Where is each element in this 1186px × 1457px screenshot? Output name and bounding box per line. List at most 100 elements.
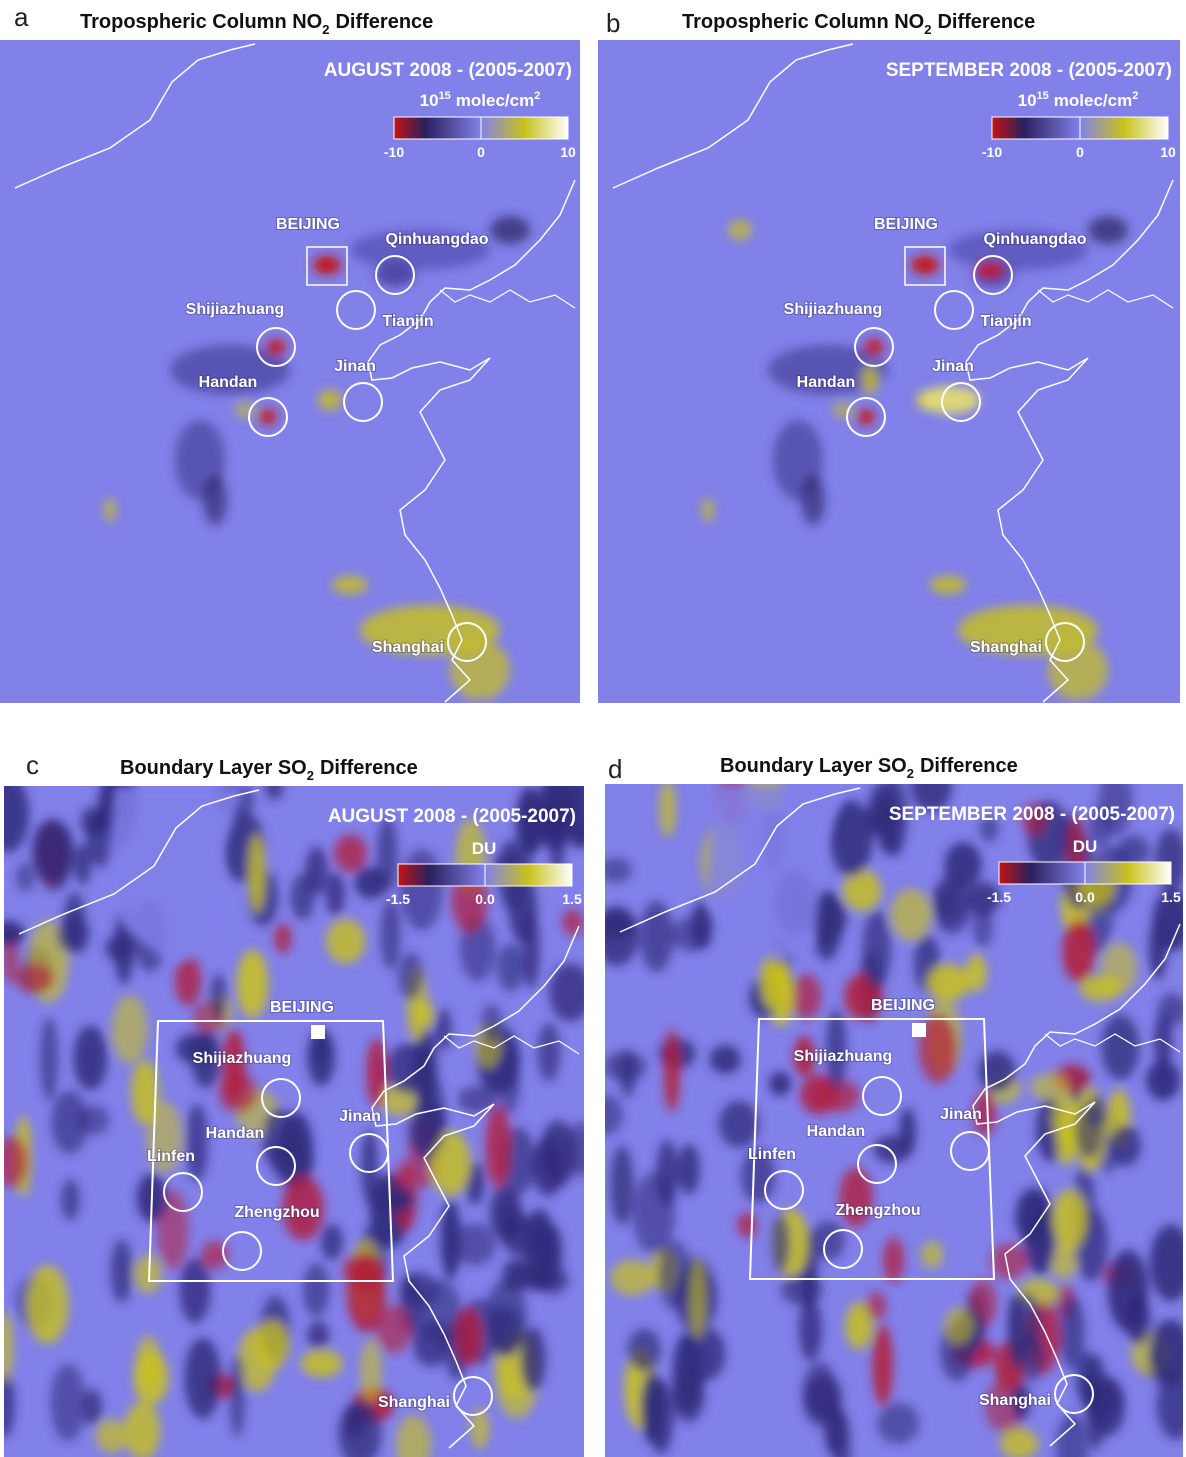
- field-blob: [485, 1106, 511, 1188]
- city-label: Shijiazhuang: [794, 1048, 893, 1065]
- panel: cBoundary Layer SO2DifferenceAUGUST 2008…: [0, 750, 596, 1457]
- field-blob: [51, 1091, 88, 1154]
- field-blob: [73, 1026, 107, 1091]
- field-blob: [15, 963, 55, 994]
- title-text: Tropospheric Column NO: [682, 11, 924, 33]
- colorbar-tick-label: -1.5: [386, 891, 410, 907]
- panel: dBoundary Layer SO2DifferenceSEPTEMBER 2…: [587, 754, 1186, 1457]
- period-label: SEPTEMBER 2008 - (2005-2007): [889, 804, 1175, 825]
- field-blob: [1062, 920, 1095, 983]
- field-blob: [500, 1215, 540, 1256]
- field-blob: [728, 220, 752, 240]
- city-label: Jinan: [932, 358, 974, 375]
- period-label: AUGUST 2008 - (2005-2007): [324, 60, 572, 81]
- panel: bTropospheric Column NO2DifferenceSEPTEM…: [598, 8, 1180, 703]
- panel-letter: b: [606, 8, 620, 38]
- field-blob: [1048, 640, 1108, 700]
- field-blob: [498, 1052, 520, 1114]
- unit-text-exponent: 2: [534, 90, 540, 102]
- field-blob: [321, 1224, 343, 1261]
- title-suffix: Difference: [320, 757, 418, 779]
- field-blob: [83, 1389, 102, 1426]
- field-blob: [944, 1308, 973, 1345]
- period-label: AUGUST 2008 - (2005-2007): [328, 806, 576, 827]
- field-blob: [133, 1351, 168, 1405]
- city-label: Jinan: [339, 1108, 381, 1125]
- field-blob: [872, 1324, 893, 1405]
- field-blob: [1101, 1014, 1139, 1080]
- field-blob: [1126, 1293, 1151, 1345]
- body: a Tropospheric Column NO 2 Difference AUGUST…: [0, 0, 1186, 1457]
- title-suffix: Difference: [920, 755, 1018, 777]
- colorbar-tick-label: -10: [982, 144, 1002, 160]
- city-label: Linfen: [748, 1146, 796, 1163]
- field-blob: [361, 1129, 378, 1205]
- field-blob: [110, 1239, 133, 1303]
- colorbar-tick-label: 0.0: [475, 891, 495, 907]
- unit-base: 10: [1018, 91, 1037, 110]
- field-blob: [769, 1072, 791, 1096]
- city-label: Shanghai: [378, 1394, 450, 1411]
- unit-exponent: 15: [439, 90, 451, 102]
- city-marker: [311, 1025, 325, 1039]
- field-blob: [375, 1305, 412, 1353]
- field-blob: [307, 1321, 329, 1349]
- field-blob: [899, 1108, 916, 1156]
- field-blob: [660, 780, 676, 837]
- field-blob: [274, 923, 291, 953]
- field-blob: [1081, 1354, 1106, 1417]
- field-blob: [237, 950, 269, 1018]
- title-subscript: 2: [307, 768, 314, 783]
- field-blob: [1030, 1074, 1069, 1101]
- field-blob: [134, 1255, 161, 1293]
- field-blob: [16, 863, 35, 892]
- panel-letter: a: [14, 2, 29, 32]
- field-blob: [305, 847, 328, 895]
- field-blob: [1111, 1125, 1141, 1166]
- field-blob: [772, 1214, 790, 1273]
- unit-text: DU: [472, 839, 497, 858]
- field-blob: [435, 1008, 452, 1050]
- field-blob: [678, 1144, 700, 1195]
- city-label: Shijiazhuang: [784, 301, 883, 318]
- field-blob: [105, 935, 133, 962]
- title-text: Boundary Layer SO: [120, 757, 307, 779]
- colorbar-tick-label: 1.5: [1161, 889, 1181, 905]
- field-blob: [400, 849, 443, 930]
- city-label: Linfen: [147, 1148, 195, 1165]
- field-blob: [596, 909, 635, 939]
- field-blob: [1024, 1199, 1056, 1275]
- field-blob: [805, 1376, 842, 1418]
- field-blob: [532, 1138, 565, 1196]
- field-blob: [879, 829, 899, 854]
- field-blob: [864, 339, 884, 355]
- panel-title: Boundary Layer SO2 Difference: [120, 757, 418, 783]
- city-label: Qinhuangdao: [385, 231, 488, 248]
- field-blob: [104, 498, 116, 522]
- page: NO2 and SO2 Difference Maps {"panels": […: [0, 0, 1186, 1457]
- field-blob: [520, 1327, 545, 1392]
- field-blob: [96, 1419, 128, 1452]
- figure: a Tropospheric Column NO 2 Difference AUGUST…: [0, 0, 1186, 1457]
- field-blob: [61, 1179, 79, 1220]
- unit-label: DU: [1073, 837, 1098, 856]
- field-blob: [81, 807, 108, 836]
- field-blob: [709, 1045, 741, 1074]
- field-blob: [1052, 1189, 1087, 1250]
- field-blob: [830, 800, 873, 876]
- field-blob: [611, 1260, 655, 1295]
- city-label: Zhengzhou: [234, 1204, 319, 1221]
- field-blob: [259, 409, 277, 425]
- title-subscript: 2: [322, 22, 329, 37]
- unit-label: DU: [472, 839, 497, 858]
- field-blob: [664, 1029, 680, 1112]
- field-blob: [862, 909, 891, 989]
- field-blob: [719, 1101, 759, 1147]
- colorbar-tick-label: 1.5: [562, 891, 582, 907]
- field-blob: [648, 1380, 674, 1454]
- field-blob: [978, 1051, 1015, 1093]
- field-blob: [628, 1329, 661, 1372]
- field-blob: [930, 576, 966, 594]
- field-blob: [502, 1259, 528, 1291]
- field-blob: [599, 858, 632, 883]
